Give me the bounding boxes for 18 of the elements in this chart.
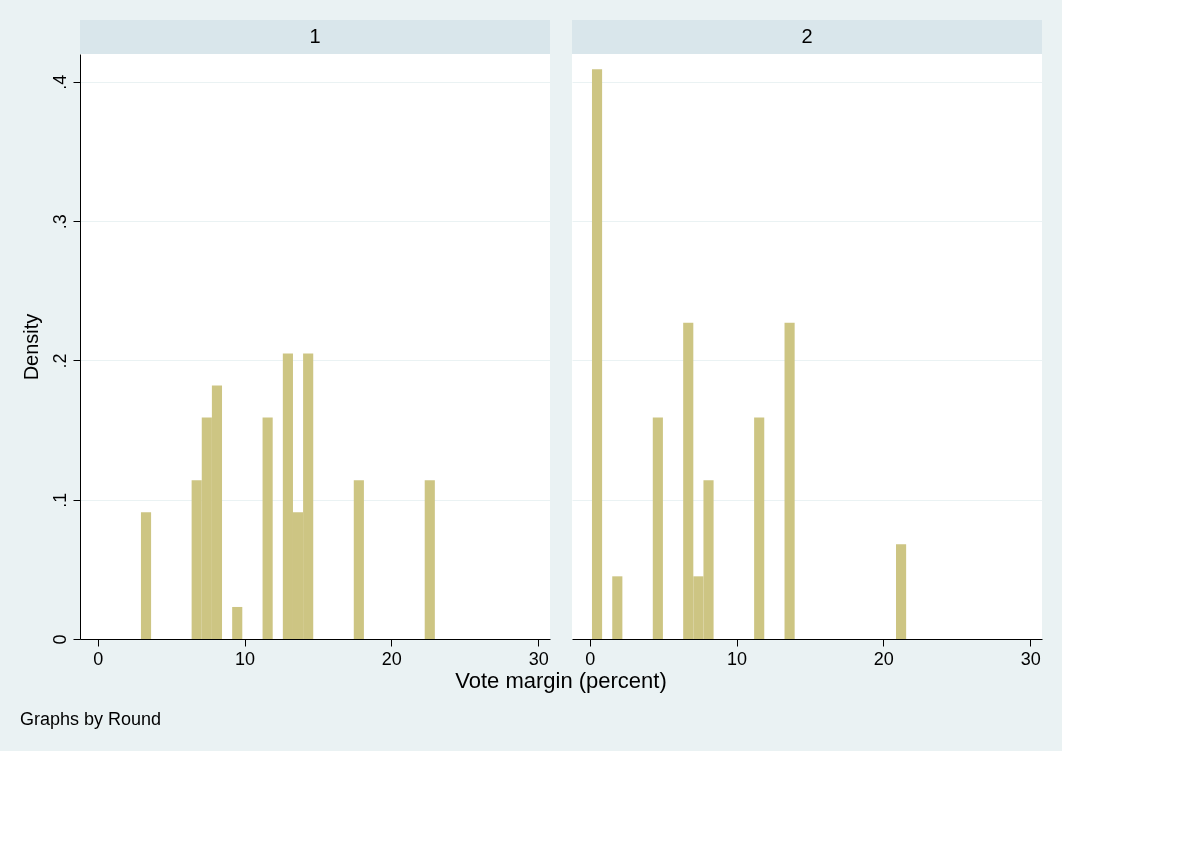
x-tick-label: 0 (93, 648, 104, 669)
x-tick-label: 20 (381, 648, 402, 669)
x-tick-label: 0 (585, 648, 596, 669)
text: Graphs by Round (20, 709, 162, 729)
chart-title: 2 (801, 25, 813, 47)
y-axis-title: Density (19, 313, 42, 381)
y-tick-label: .4 (49, 74, 70, 90)
x-tick-label: 10 (234, 648, 256, 669)
x-axis-title: Vote margin (percent) (455, 668, 667, 693)
x-tick-label: 10 (726, 648, 748, 669)
x-tick-label: 30 (1020, 648, 1041, 669)
y-tick-label: 0 (49, 634, 70, 645)
y-tick-label: .1 (49, 492, 70, 508)
y-tick-label: .2 (49, 353, 70, 369)
x-tick-label: 20 (873, 648, 894, 669)
x-tick-label: 30 (528, 648, 549, 669)
y-tick-label: .3 (49, 214, 70, 230)
chart-title: 1 (309, 25, 321, 47)
